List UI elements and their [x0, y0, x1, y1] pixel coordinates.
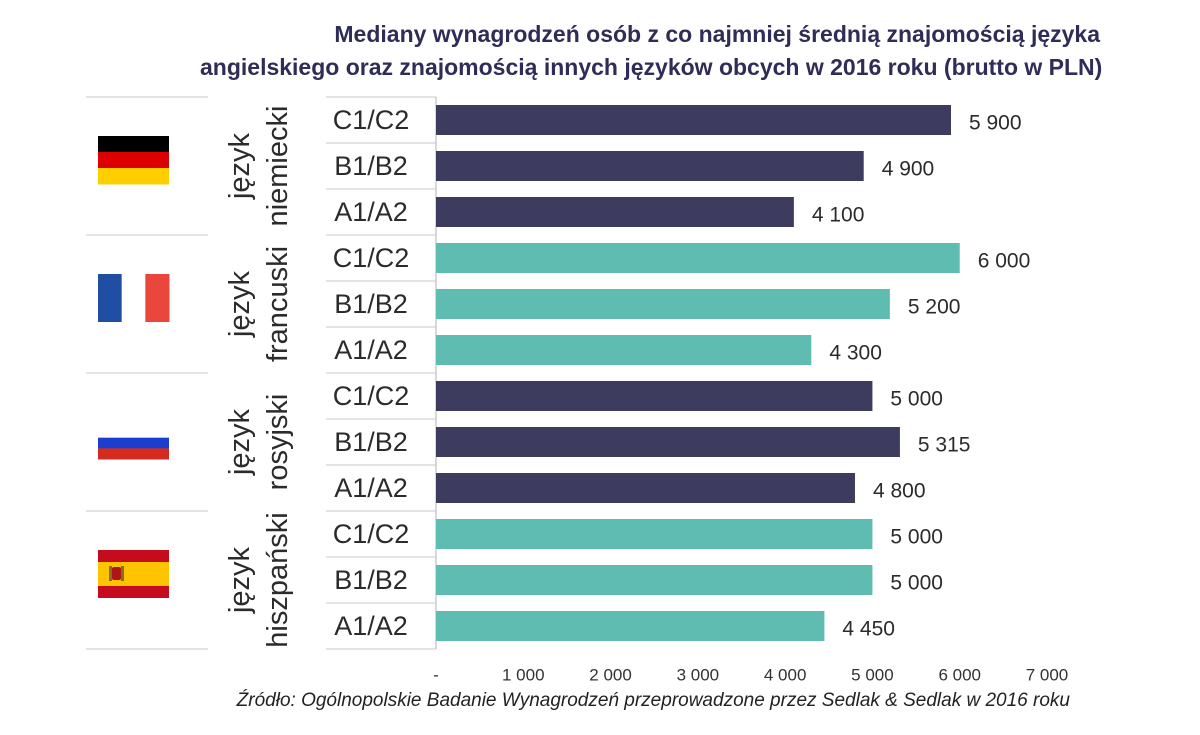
x-tick-label: -	[433, 666, 439, 685]
bar	[436, 197, 794, 227]
group-label: niemiecki	[262, 106, 294, 227]
x-tick-label: 4 000	[764, 666, 807, 685]
group-label: rosyjski	[262, 394, 294, 491]
spain-coat-of-arms-icon	[121, 566, 124, 581]
bar	[436, 473, 855, 503]
russia-flag-icon	[98, 448, 169, 460]
level-label: C1/C2	[333, 381, 410, 411]
spain-flag-icon	[98, 550, 169, 562]
bar	[436, 427, 900, 457]
chart-title: Mediany wynagrodzeń osób z co najmniej ś…	[200, 18, 1103, 84]
level-label: B1/B2	[334, 565, 408, 595]
level-label: B1/B2	[334, 289, 408, 319]
data-label: 5 000	[890, 526, 943, 549]
bar	[436, 335, 812, 365]
data-label: 4 800	[873, 480, 926, 503]
bar	[436, 611, 825, 641]
level-label: A1/A2	[334, 335, 408, 365]
source-note: Źródło: Ogólnopolskie Badanie Wynagrodze…	[236, 690, 1070, 711]
bar	[436, 105, 951, 135]
group-label: język	[224, 132, 256, 200]
level-label: C1/C2	[333, 105, 410, 135]
data-label: 4 100	[812, 204, 865, 227]
level-label: C1/C2	[333, 243, 410, 273]
data-label: 5 000	[890, 572, 943, 595]
bar	[436, 519, 873, 549]
france-flag-icon	[98, 274, 123, 322]
level-label: A1/A2	[334, 611, 408, 641]
data-label: 5 000	[890, 388, 943, 411]
bar	[436, 289, 890, 319]
spain-coat-of-arms-icon	[109, 566, 112, 581]
data-label: 5 200	[908, 296, 961, 319]
x-tick-label: 3 000	[677, 666, 720, 685]
bar	[436, 381, 873, 411]
level-label: C1/C2	[333, 519, 410, 549]
germany-flag-icon	[98, 136, 169, 153]
data-label: 4 900	[882, 158, 935, 181]
germany-flag-icon	[98, 152, 169, 169]
level-label: B1/B2	[334, 427, 408, 457]
data-label: 4 300	[829, 342, 882, 365]
data-label: 5 900	[969, 112, 1022, 135]
data-label: 6 000	[978, 250, 1031, 273]
bar	[436, 565, 873, 595]
data-label: 5 315	[918, 434, 971, 457]
bar	[436, 243, 960, 273]
x-tick-label: 6 000	[938, 666, 981, 685]
spain-flag-icon	[98, 586, 169, 598]
level-label: A1/A2	[334, 473, 408, 503]
russia-flag-icon	[98, 427, 169, 439]
france-flag-icon	[145, 274, 170, 322]
spain-flag-icon	[98, 562, 169, 586]
level-label: A1/A2	[334, 197, 408, 227]
x-tick-label: 5 000	[851, 666, 894, 685]
france-flag-icon	[121, 274, 146, 322]
x-tick-label: 2 000	[589, 666, 632, 685]
x-tick-label: 1 000	[502, 666, 545, 685]
group-label: hiszpański	[262, 512, 294, 647]
group-label: język	[224, 546, 256, 614]
x-tick-label: 7 000	[1026, 666, 1069, 685]
data-label: 4 450	[842, 618, 895, 641]
bar	[436, 151, 864, 181]
group-label: język	[224, 270, 256, 338]
spain-coat-of-arms-icon	[112, 567, 121, 580]
germany-flag-icon	[98, 168, 169, 185]
group-label: język	[224, 408, 256, 476]
group-label: francuski	[262, 246, 294, 362]
chart-title-line-1: Mediany wynagrodzeń osób z co najmniej ś…	[334, 21, 1100, 47]
chart-title-line-2: angielskiego oraz znajomością innych jęz…	[200, 54, 1103, 80]
level-label: B1/B2	[334, 151, 408, 181]
russia-flag-icon	[98, 437, 169, 449]
